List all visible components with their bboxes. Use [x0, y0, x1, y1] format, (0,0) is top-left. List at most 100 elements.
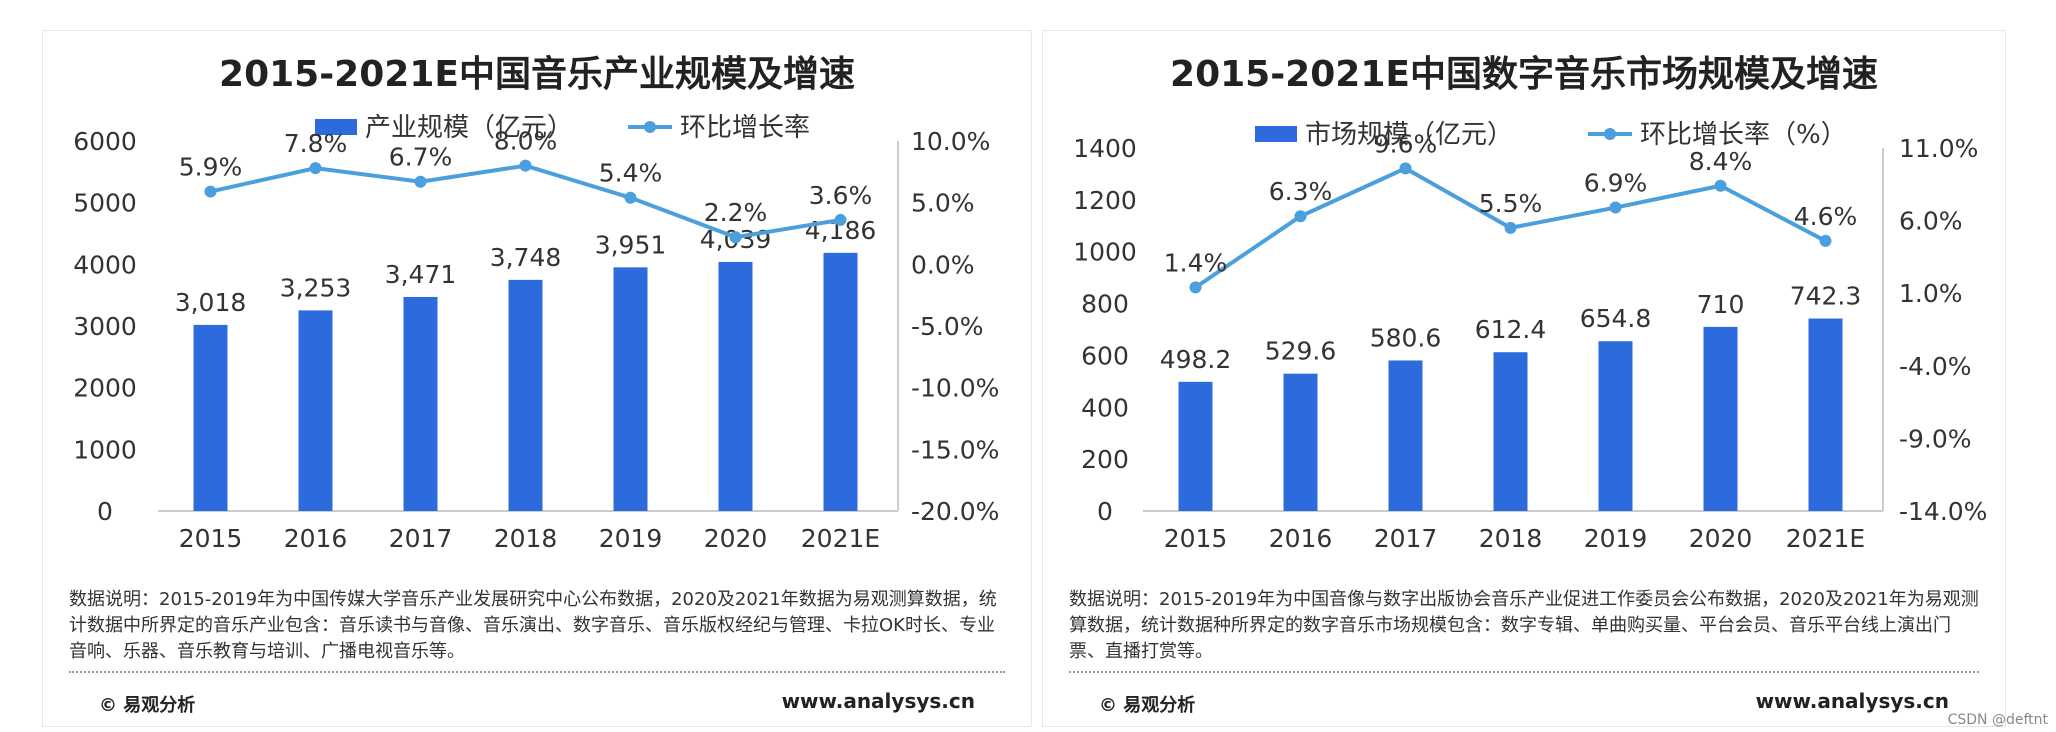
growth-rate-label: 8.4% [1689, 147, 1753, 176]
growth-rate-label: 7.8% [284, 129, 348, 158]
growth-rate-label: 3.6% [809, 181, 873, 210]
combo-chart-industry: 产业规模（亿元） 环比增长率 0 1000 2000 3000 4000 5000 6000 -2… [73, 113, 999, 553]
growth-rate-label: 8.0% [494, 127, 558, 156]
y-right-tick-label: -9.0% [1899, 424, 1972, 453]
growth-rate-label: 2.2% [704, 198, 768, 227]
data-note: 数据说明：2015-2019年为中国音像与数字出版协会音乐产业促进工作委员会公布… [1069, 589, 1979, 662]
growth-rate-point [309, 162, 322, 175]
legend-bar-swatch [1255, 126, 1297, 142]
source-watermark: CSDN @deftnt [1947, 712, 2048, 728]
bar [1388, 360, 1423, 511]
copyright-text: © 易观分析 [99, 695, 196, 716]
bar-value-label: 3,253 [280, 273, 352, 302]
x-tick-label: 2018 [494, 524, 558, 553]
growth-rate-point [729, 231, 742, 244]
y-right-tick-label: 0.0% [911, 250, 975, 279]
y-left-tick-label: 1400 [1073, 134, 1137, 163]
y-left-tick-label: 5000 [73, 189, 137, 218]
dotted-divider [1069, 671, 1979, 673]
copyright-text: © 易观分析 [1099, 695, 1196, 716]
x-tick-label: 2021E [801, 524, 880, 553]
y-right-tick-label: 1.0% [1899, 279, 1963, 308]
x-tick-label: 2017 [1374, 524, 1438, 553]
y-right-tick-label: -15.0% [911, 435, 999, 464]
growth-rate-point [204, 185, 217, 198]
x-tick-label: 2017 [389, 524, 453, 553]
y-right-tick-label: -5.0% [911, 312, 984, 341]
chart-panel-right: 2015-2021E中国数字音乐市场规模及增速 市场规模（亿元） 环比增长率（%）… [1042, 30, 2006, 727]
x-tick-label: 2021E [1786, 524, 1865, 553]
bar [193, 324, 228, 511]
legend-bar-swatch [315, 119, 357, 135]
bar [1703, 326, 1738, 511]
x-tick-label: 2015 [179, 524, 243, 553]
bar-value-label: 3,951 [595, 230, 667, 259]
combo-chart-digital: 市场规模（亿元） 环比增长率（%） 0 200 400 600 800 1000 1200 140… [1073, 120, 1987, 553]
y-right-tick-label: -14.0% [1899, 497, 1987, 526]
y-left-tick-label: 400 [1081, 393, 1129, 422]
y-left-tick-label: 0 [97, 497, 113, 526]
bar [298, 310, 333, 511]
growth-rate-label: 1.4% [1164, 248, 1228, 277]
bar [403, 296, 438, 511]
growth-rate-point [624, 191, 637, 204]
legend-line-label: 环比增长率（%） [1640, 120, 1847, 150]
bar-value-label: 3,471 [385, 260, 457, 289]
y-right-tick-label: -20.0% [911, 497, 999, 526]
bar-value-label: 3,748 [490, 243, 562, 272]
growth-rate-point [1714, 179, 1727, 192]
growth-rate-point [1294, 210, 1307, 223]
y-left-tick-label: 600 [1081, 341, 1129, 370]
growth-rate-point [1504, 221, 1517, 234]
x-tick-label: 2019 [1584, 524, 1648, 553]
x-tick-label: 2015 [1164, 524, 1228, 553]
website-link[interactable]: www.analysys.cn [1755, 689, 1949, 713]
legend-line-marker [1604, 128, 1616, 140]
growth-rate-label: 4.6% [1794, 202, 1858, 231]
x-tick-label: 2019 [599, 524, 663, 553]
growth-rate-point [1399, 162, 1412, 175]
bar-value-label: 612.4 [1475, 315, 1547, 344]
bar [823, 252, 858, 511]
growth-rate-label: 6.3% [1269, 177, 1333, 206]
y-left-tick-label: 3000 [73, 312, 137, 341]
bar [1598, 341, 1633, 511]
bar-value-label: 710 [1697, 290, 1745, 319]
bar-value-label: 654.8 [1580, 304, 1652, 333]
x-tick-label: 2020 [704, 524, 768, 553]
bar-value-label: 498.2 [1160, 345, 1232, 374]
x-tick-label: 2016 [284, 524, 348, 553]
legend-bar-label: 市场规模（亿元） [1305, 120, 1513, 150]
y-right-tick-label: 11.0% [1899, 134, 1978, 163]
y-right-tick-label: -4.0% [1899, 352, 1972, 381]
bar-value-label: 3,018 [175, 288, 247, 317]
growth-rate-point [519, 159, 532, 172]
legend-line-label: 环比增长率 [680, 113, 810, 143]
legend-line-marker [644, 121, 656, 133]
y-right-tick-label: 10.0% [911, 127, 990, 156]
website-link[interactable]: www.analysys.cn [781, 689, 975, 713]
growth-rate-label: 5.5% [1479, 189, 1543, 218]
y-right-tick-label: 6.0% [1899, 207, 1963, 236]
growth-rate-label: 9.6% [1374, 129, 1438, 158]
bar-value-label: 580.6 [1370, 323, 1442, 352]
x-tick-label: 2016 [1269, 524, 1333, 553]
bar [508, 279, 543, 511]
bar [613, 267, 648, 511]
growth-rate-label: 6.9% [1584, 169, 1648, 198]
bar [1283, 373, 1318, 511]
y-left-tick-label: 800 [1081, 290, 1129, 319]
chart-panel-left: 2015-2021E中国音乐产业规模及增速 产业规模（亿元） 环比增长率 0 1000… [42, 30, 1032, 727]
growth-rate-point [1819, 234, 1832, 247]
y-left-tick-label: 1000 [1073, 238, 1137, 267]
y-left-tick-label: 1200 [1073, 186, 1137, 215]
chart-title: 2015-2021E中国数字音乐市场规模及增速 [1170, 54, 1878, 95]
growth-rate-point [834, 213, 847, 226]
growth-rate-label: 6.7% [389, 143, 453, 172]
bar [1493, 352, 1528, 511]
bar [1178, 381, 1213, 511]
y-left-tick-label: 2000 [73, 374, 137, 403]
y-left-tick-label: 4000 [73, 250, 137, 279]
dotted-divider [69, 671, 1005, 673]
y-right-tick-label: 5.0% [911, 189, 975, 218]
